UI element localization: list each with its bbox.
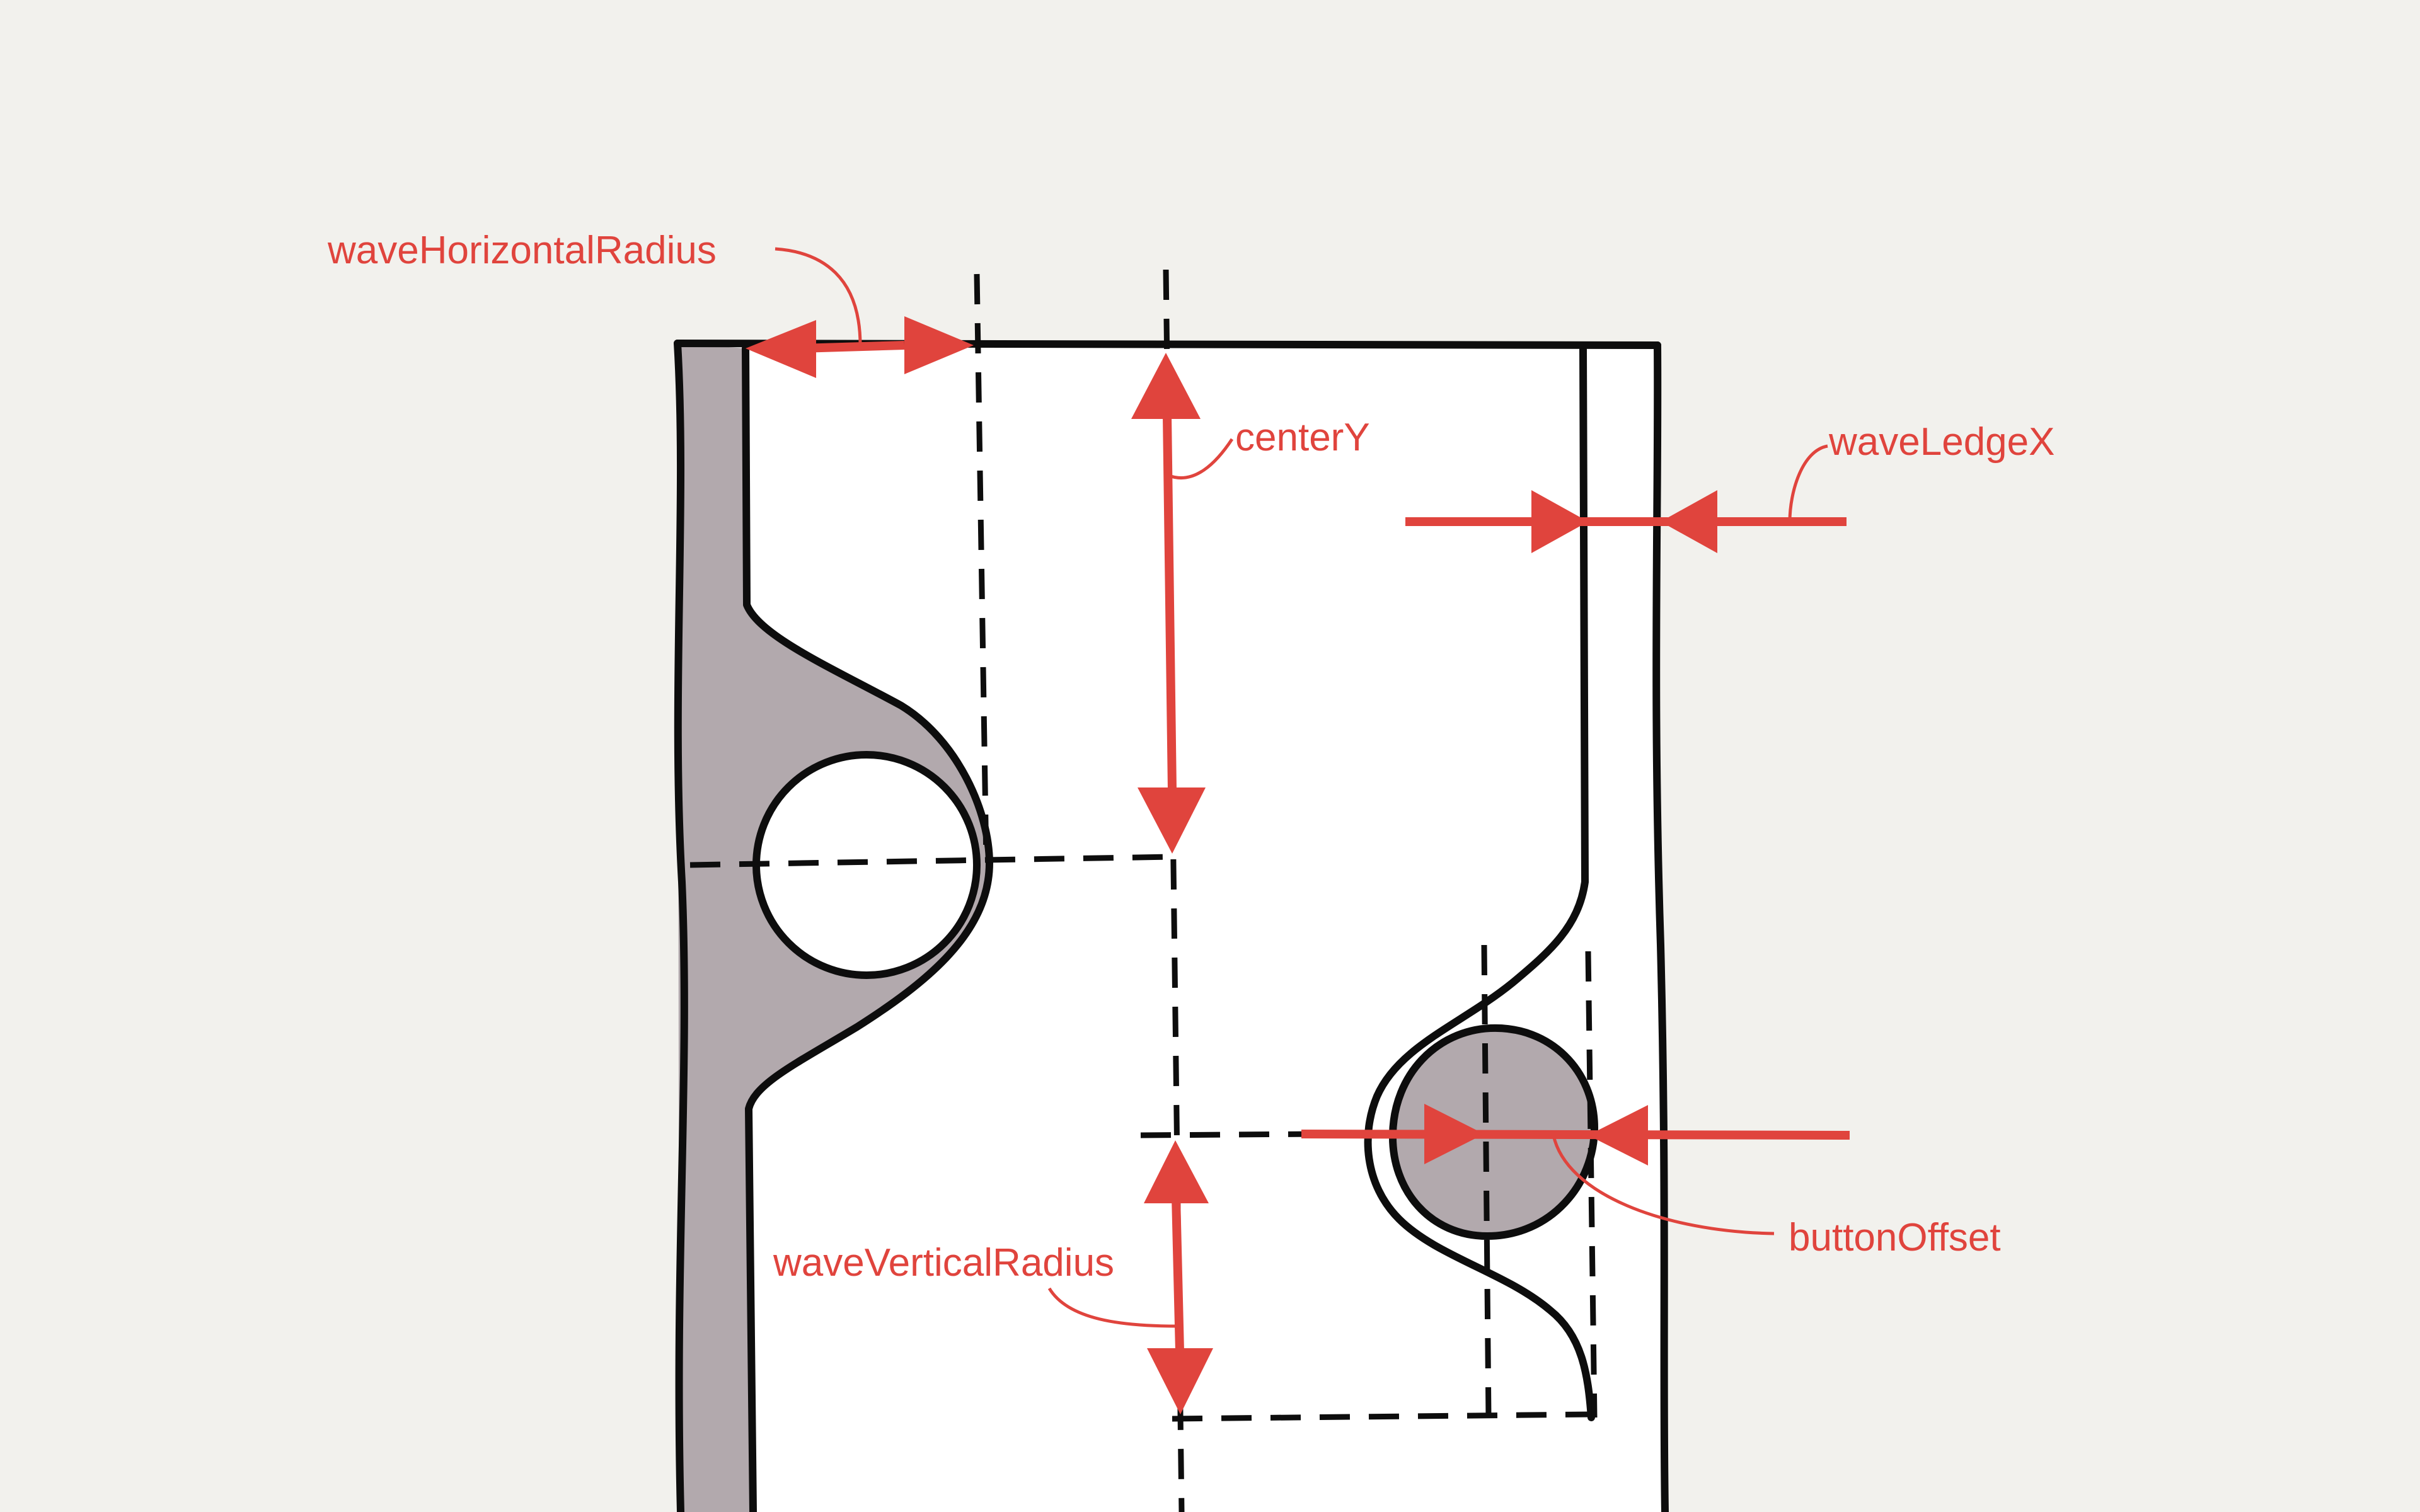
wave-horizontal-radius-arrow — [746, 316, 974, 378]
page-frame-right — [1652, 341, 1669, 1512]
center-y-leader — [1168, 438, 1234, 480]
wave-ledge-x-label: waveLedgeX — [1828, 420, 2055, 464]
wave-ledge-x-leader — [1788, 444, 1828, 522]
wave-vertical-radius-label: waveVerticalRadius — [773, 1241, 1114, 1285]
center-y-label: centerY — [1235, 416, 1370, 459]
button-offset-leader — [1552, 1135, 1775, 1235]
button-offset-arrow — [1301, 1104, 1850, 1166]
page-panel — [677, 343, 1664, 1512]
wave-horizontal-radius-label: waveHorizontalRadius — [327, 229, 717, 272]
guide-line-right-button-x — [1481, 944, 1492, 1418]
page-frame-left — [674, 340, 688, 1512]
wave-horizontal-radius-leader — [775, 247, 862, 346]
guide-line-right-wave-edge — [1585, 951, 1598, 1418]
center-y-arrow — [1131, 353, 1206, 854]
guide-line-right-wave-bottom — [1172, 1411, 1592, 1422]
guide-line-right-center-y — [1140, 1131, 1318, 1138]
wave-vertical-radius-leader — [1047, 1287, 1178, 1328]
wave-vertical-radius-arrow — [1144, 1140, 1213, 1414]
button-offset-label: buttonOffset — [1789, 1216, 2001, 1259]
guide-line-left-center-y — [689, 854, 1173, 868]
wave-ledge-x-arrow — [1405, 490, 1847, 553]
left-wave-outline — [742, 345, 993, 1512]
right-wave-outline — [1364, 346, 1595, 1421]
